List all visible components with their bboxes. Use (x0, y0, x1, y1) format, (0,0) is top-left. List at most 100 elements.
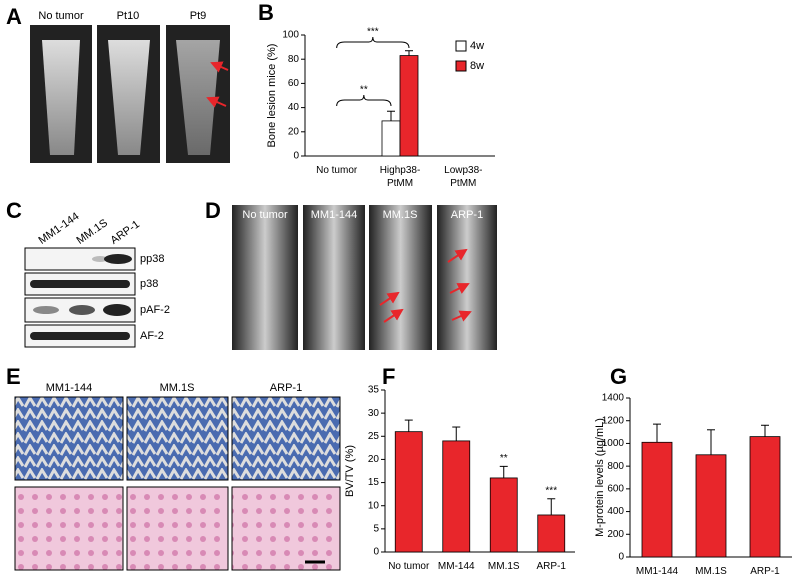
significance: *** (545, 485, 557, 496)
bar (641, 441, 673, 558)
panel-label: G (610, 364, 627, 389)
arrow (451, 310, 472, 322)
bar (399, 55, 419, 157)
bar (394, 431, 423, 553)
y-tick-label: 1000 (602, 438, 625, 449)
y-tick-label: 5 (373, 523, 379, 534)
significance: ** (360, 85, 368, 96)
row-label: pAF-2 (140, 304, 170, 316)
x-tick-label: ARP-1 (537, 561, 567, 572)
x-tick-label: No tumor (316, 165, 358, 176)
y-tick-label: 0 (373, 547, 379, 558)
legend-label: 4w (470, 40, 484, 52)
lane-label: MM1-144 (37, 210, 82, 246)
y-tick-label: 200 (607, 529, 624, 540)
bar (749, 436, 781, 558)
y-tick-label: 10 (368, 500, 380, 511)
x-tick-label: Highp38-PtMM (380, 165, 421, 189)
lane-label: MM.1S (75, 217, 110, 247)
y-tick-label: 60 (288, 78, 300, 89)
panel-label: A (6, 4, 22, 29)
y-axis-label: BV/TV (%) (344, 445, 356, 497)
bracket (336, 94, 392, 107)
panel-e: MM1-144 MM.1S ARP-1 (14, 382, 341, 571)
band (30, 280, 130, 288)
xray-image (303, 205, 365, 350)
band (69, 305, 95, 315)
significance: *** (367, 27, 379, 38)
arrow (379, 291, 400, 306)
panel-label: E (6, 364, 21, 389)
panel-label: C (6, 198, 22, 223)
image-label: MM1-144 (311, 209, 357, 221)
image-label: Pt10 (117, 10, 140, 22)
bone (176, 40, 220, 155)
arrow (383, 308, 404, 323)
image-label: MM.1S (383, 209, 418, 221)
y-tick-label: 20 (288, 126, 300, 137)
bar (695, 454, 727, 558)
bone (108, 40, 150, 155)
y-tick-label: 30 (368, 408, 380, 419)
y-tick-label: 40 (288, 102, 300, 113)
xray-image (369, 205, 432, 350)
band (30, 332, 130, 340)
microct-image (231, 396, 341, 481)
y-tick-label: 35 (368, 385, 380, 396)
bar (537, 514, 566, 553)
x-tick-label: MM.1S (488, 561, 520, 572)
bar (442, 440, 471, 553)
legend-label: 8w (470, 60, 484, 72)
band (103, 304, 131, 316)
band (33, 306, 59, 314)
y-tick-label: 25 (368, 431, 380, 442)
image-label: MM1-144 (46, 382, 92, 394)
panel-label: B (258, 0, 274, 25)
arrow (449, 283, 470, 294)
y-tick-label: 1200 (602, 415, 625, 426)
blot-row (24, 247, 136, 271)
y-tick-label: 100 (282, 30, 299, 41)
image-label: Pt9 (190, 10, 207, 22)
x-tick-label: MM1-144 (636, 566, 679, 577)
y-axis-label: Bone lesion mice (%) (266, 44, 278, 148)
arrow (210, 61, 229, 73)
image-label: ARP-1 (451, 209, 483, 221)
image-label: MM.1S (160, 382, 195, 394)
histology-image (231, 486, 341, 571)
arrow (447, 248, 468, 263)
legend-swatch (455, 60, 467, 72)
x-tick-label: No tumor (388, 561, 430, 572)
histology-image (14, 486, 124, 571)
y-axis-label: M-protein levels (µg/mL) (594, 418, 606, 537)
band (92, 256, 108, 262)
xray-image (232, 205, 298, 350)
xray-image (437, 205, 497, 350)
x-tick-label: MM.1S (695, 566, 727, 577)
y-tick-label: 400 (607, 506, 624, 517)
y-tick-label: 0 (293, 151, 299, 162)
row-label: pp38 (140, 253, 164, 265)
y-tick-label: 15 (368, 477, 380, 488)
bracket (336, 36, 410, 49)
panel-c: MM1-144 MM.1S ARP-1 pp38 p38 pAF-2 AF-2 (24, 210, 170, 348)
y-tick-label: 800 (607, 461, 624, 472)
y-tick-label: 80 (288, 54, 300, 65)
bone (42, 40, 80, 155)
image-label: No tumor (38, 10, 84, 22)
significance: ** (500, 453, 508, 464)
y-tick-label: 20 (368, 454, 380, 465)
panel-label: D (205, 198, 221, 223)
panel-a: No tumor Pt10 Pt9 (30, 10, 230, 163)
panel-d: No tumor MM1-144 MM.1S ARP-1 (232, 205, 497, 350)
panel-label: F (382, 364, 395, 389)
row-label: AF-2 (140, 330, 164, 342)
band (104, 254, 132, 264)
lane-label: ARP-1 (109, 218, 142, 246)
bar (489, 477, 518, 553)
histology-image (126, 486, 229, 571)
image-label: No tumor (242, 209, 288, 221)
microct-image (14, 396, 124, 481)
arrow (206, 96, 227, 108)
